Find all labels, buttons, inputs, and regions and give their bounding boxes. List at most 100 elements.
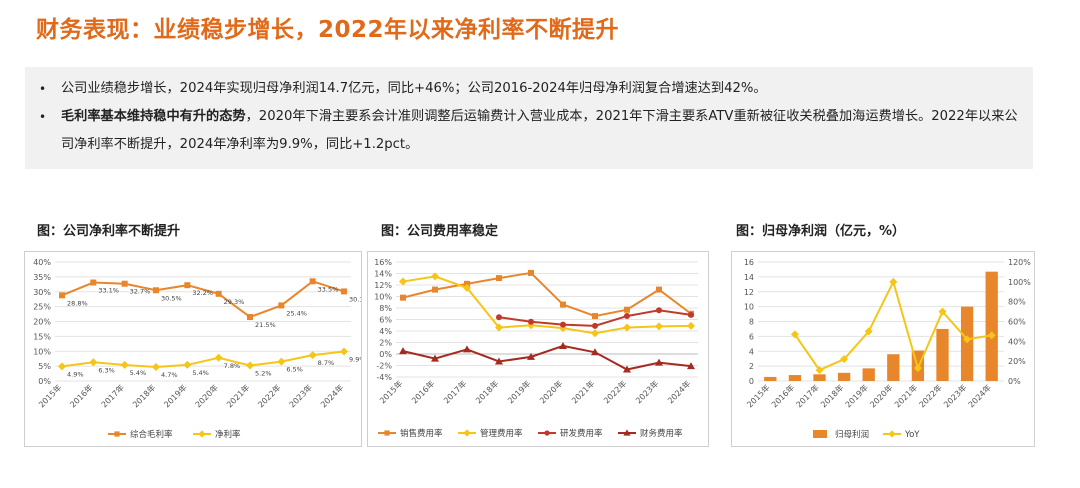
data-point [247,314,253,321]
data-point [591,329,599,338]
data-point [938,307,947,316]
legend-swatch [813,430,827,438]
data-point [464,280,470,287]
x-tick-label: 2017年 [99,382,126,409]
data-point [963,335,972,344]
bullet-lead: 毛利率基本维持稳中有升的态势 [61,109,246,124]
y-tick-label: 12 [744,288,754,297]
legend-label: 研发费用率 [560,428,603,439]
bar [887,354,900,381]
x-tick-label: 2021年 [224,382,251,409]
data-label: 32.7% [130,288,151,296]
data-label: 5.4% [192,369,209,377]
data-point [592,322,598,329]
data-point [277,357,286,366]
data-point [214,353,223,362]
series-line [61,350,345,369]
data-point [840,355,849,364]
bullet-item: • 毛利率基本维持稳中有升的态势，2020年下滑主要系会计准则调整后运输费计入营… [39,103,1019,159]
legend-label: 综合毛利率 [130,429,173,440]
data-point [623,365,631,373]
x-tick-label: 2016年 [409,378,436,405]
data-label: 6.3% [98,366,115,374]
x-tick-label: 2015年 [377,378,404,405]
x-tick-label: 2016年 [68,382,95,409]
bar [788,375,802,381]
data-point [496,314,502,321]
data-point [560,301,566,308]
data-point [59,292,65,299]
x-tick-label: 2022年 [917,382,944,409]
data-point [341,288,347,295]
y-tick-label: 14 [744,273,754,282]
y-tick-label: 14% [374,270,392,279]
data-label: 5.2% [255,370,272,378]
x-tick-label: 2020年 [537,378,564,405]
bar [985,271,998,381]
series-line [402,271,692,318]
data-point [815,366,824,375]
data-label: 30.1% [349,295,361,303]
data-point [152,363,160,372]
y-tick-label: 5% [38,362,51,371]
data-point [246,361,254,370]
chart-title-profit: 图：归母净利润（亿元，%） [736,224,906,239]
data-point [431,354,439,362]
data-point [560,321,566,328]
bullet-body: 公司业绩稳步增长，2024年实现归母净利润14.7亿元，同比+46%；公司201… [61,81,767,96]
x-tick-label: 2015年 [745,382,772,409]
legend-label: 管理费用率 [480,428,523,439]
x-tick-label: 2021年 [892,382,919,409]
x-tick-label: 2018年 [130,382,157,409]
y-tick-label: 30% [33,288,51,297]
data-point [528,269,534,276]
y-tick-label: 0% [38,377,51,386]
legend-label: 归母利润 [835,429,869,440]
x-tick-label: 2024年 [966,382,993,409]
data-label: 25.4% [286,309,307,317]
series-line [402,344,692,371]
data-point [463,429,471,437]
y-tick-label: -2% [376,362,392,371]
y2-tick-label: 100% [1008,278,1031,287]
y2-tick-label: 0% [1008,377,1021,386]
expense-chart: -4%-2%0%2%4%6%8%10%12%14%16%2015年 2016年 20… [374,258,698,439]
y-tick-label: 16 [744,258,754,267]
y2-tick-label: 40% [1008,337,1026,346]
y-tick-label: 8 [749,318,754,327]
chart-panel-profit: 0 2 4 6 8 10 12 14 16 0% 20% 40% 60% 80% 100% 120% 2015年… [731,251,1035,447]
y2-tick-label: 120% [1008,258,1031,267]
bullet-dot: • [39,82,47,96]
summary-box: • 公司业绩稳步增长，2024年实现归母净利润14.7亿元，同比+46%；公司2… [25,67,1033,169]
data-point [400,294,406,301]
x-tick-label: 2022年 [256,382,283,409]
bullet-item: • 公司业绩稳步增长，2024年实现归母净利润14.7亿元，同比+46%；公司2… [39,75,1019,103]
data-point [889,277,898,286]
data-label: 9.9% [349,356,361,364]
x-tick-label: 2024年 [318,382,345,409]
x-tick-label: 2020年 [193,382,220,409]
data-point [90,279,97,286]
x-tick-label: 2018年 [818,382,845,409]
bullet-body: ，2020年下滑主要系会计准则调整后运输费计入营业成本，2021年下滑主要系AT… [61,109,1018,152]
data-label: 28.8% [67,299,88,307]
data-point [399,277,407,286]
data-point [864,327,873,336]
y2-tick-label: 60% [1008,318,1026,327]
x-tick-label: 2019年 [162,382,189,409]
x-tick-label: 2017年 [794,382,821,409]
legend-label: 财务费用率 [640,428,683,439]
y-tick-label: 6% [379,316,392,325]
data-point [656,286,662,293]
y-tick-label: 6 [749,332,754,341]
data-point [58,362,66,371]
data-point [121,280,128,287]
y-tick-label: 16% [374,258,392,267]
data-point [198,430,206,438]
y-tick-label: 10% [374,293,392,302]
data-point [624,313,630,320]
data-point [153,287,159,294]
bar [936,328,949,381]
data-point [656,307,662,314]
bar [862,368,875,381]
